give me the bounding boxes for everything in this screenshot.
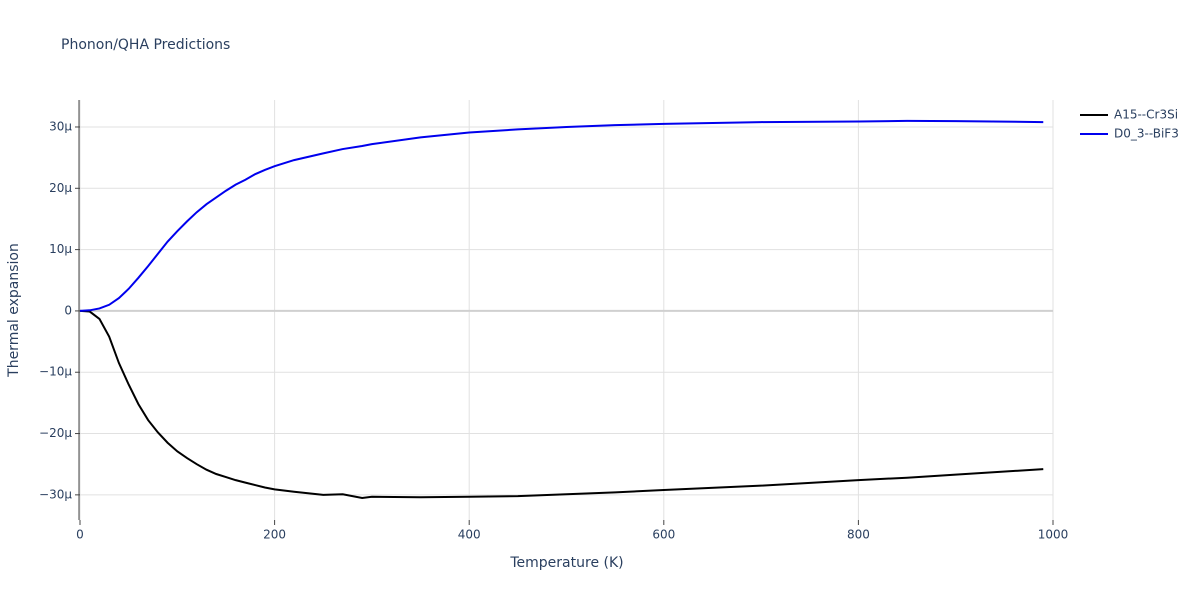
plot-area (79, 100, 1054, 520)
x-tick-label: 400 (458, 528, 481, 542)
y-tick-label: 30µ (49, 119, 72, 133)
x-axis-title: Temperature (K) (509, 555, 623, 571)
y-tick-label: −20µ (39, 426, 72, 440)
y-tick-label: −10µ (39, 365, 72, 379)
x-tick-label: 800 (847, 528, 870, 542)
y-tick-label: 10µ (49, 242, 72, 256)
legend-label: A15--Cr3Si (1114, 108, 1178, 122)
x-tick-label: 1000 (1038, 528, 1069, 542)
y-tick-label: 0 (64, 303, 72, 317)
x-tick-label: 200 (263, 528, 286, 542)
line-series (79, 309, 1044, 499)
legend-label: D0_3--BiF3 (1114, 127, 1179, 141)
y-tick-label: −30µ (39, 487, 72, 501)
chart-title: Phonon/QHA Predictions (61, 37, 230, 53)
line-series (79, 119, 1044, 312)
y-axis-title: Thermal expansion (6, 243, 22, 378)
x-tick-label: 600 (652, 528, 675, 542)
x-tick-label: 0 (76, 528, 84, 542)
y-tick-label: 20µ (49, 181, 72, 195)
